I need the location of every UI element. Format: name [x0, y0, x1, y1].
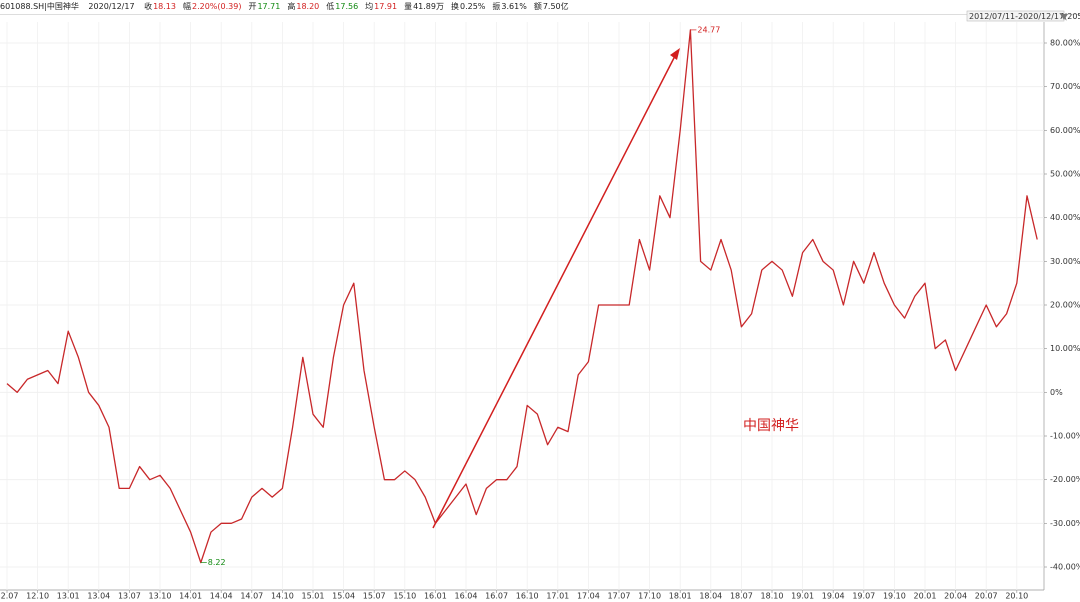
- quote-date: 2020/12/17: [88, 2, 135, 11]
- x-tick-label: 18.07: [730, 592, 753, 601]
- x-tick-label: 12.07: [0, 592, 18, 601]
- y-tick-label: -10.00%: [1050, 432, 1080, 441]
- x-tick-label: 14.04: [210, 592, 233, 601]
- x-tick-label: 17.10: [638, 592, 661, 601]
- quote-value: 2.20%(0.39): [191, 2, 242, 11]
- range-dropdown[interactable]: [1060, 14, 1068, 20]
- quote-value: 7.50亿: [542, 2, 569, 11]
- x-tick-label: 15.01: [302, 592, 325, 601]
- y-tick-label: -40.00%: [1050, 563, 1080, 572]
- x-tick-label: 14.10: [271, 592, 294, 601]
- x-tick-label: 18.01: [669, 592, 692, 601]
- annotation: 中国神华: [743, 418, 799, 434]
- x-tick-label: 20.01: [914, 592, 937, 601]
- y-tick-label: -30.00%: [1050, 519, 1080, 528]
- quote-header: 601088.SH|中国神华 2020/12/17 收18.13 幅2.20%(0…: [0, 0, 1080, 15]
- x-tick-label: 16.04: [455, 592, 478, 601]
- x-tick-label: 20.07: [975, 592, 998, 601]
- x-tick-label: 15.04: [332, 592, 355, 601]
- x-tick-label: 12.10: [26, 592, 49, 601]
- quote-label: 换: [450, 2, 459, 11]
- quote-label: 振: [492, 2, 501, 11]
- quote-label: 收: [144, 2, 153, 11]
- x-tick-label: 15.07: [363, 592, 386, 601]
- trend-arrow: [432, 53, 677, 529]
- quote-label: 额: [533, 2, 542, 11]
- range-text: 2012/07/11-2020/12/17(2054日): [969, 12, 1080, 21]
- quote-value: 17.71: [257, 2, 281, 11]
- quote-value: 18.13: [153, 2, 176, 11]
- x-tick-label: 19.01: [791, 592, 814, 601]
- quote-value: 17.91: [374, 2, 398, 11]
- quote-value: 0.25%: [459, 2, 486, 11]
- x-tick-label: 19.10: [883, 592, 906, 601]
- y-tick-label: 50.00%: [1050, 170, 1080, 179]
- max-label: 24.77: [697, 25, 720, 34]
- stock-code: 601088.SH|中国神华: [0, 2, 79, 11]
- x-tick-label: 18.04: [699, 592, 722, 601]
- y-tick-label: 0%: [1050, 388, 1063, 397]
- y-tick-label: 20.00%: [1050, 301, 1080, 310]
- x-tick-label: 19.04: [822, 592, 845, 601]
- quote-items: 收18.13 幅2.20%(0.39) 开17.71 高18.20 低17.56 均17.…: [138, 2, 570, 11]
- x-tick-label: 19.07: [852, 592, 875, 601]
- x-tick-label: 16.01: [424, 592, 447, 601]
- quote-value: 17.56: [335, 2, 359, 11]
- quote-value: 41.89万: [413, 2, 444, 11]
- quote-label: 量: [404, 2, 413, 11]
- quote-value: 3.61%: [501, 2, 527, 11]
- x-tick-label: 15.10: [393, 592, 416, 601]
- quote-label: 高: [287, 2, 296, 11]
- x-tick-label: 20.10: [1005, 592, 1028, 601]
- arrow-head: [670, 48, 680, 60]
- quote-label: 幅: [182, 2, 191, 11]
- x-tick-label: 16.07: [485, 592, 508, 601]
- x-tick-label: 18.10: [761, 592, 784, 601]
- quote-label: 开: [248, 2, 257, 11]
- x-tick-label: 17.07: [608, 592, 631, 601]
- x-tick-label: 13.07: [118, 592, 141, 601]
- x-tick-label: 17.01: [546, 592, 569, 601]
- y-tick-label: -20.00%: [1050, 475, 1080, 484]
- y-tick-label: 80.00%: [1050, 39, 1080, 48]
- x-tick-label: 13.04: [87, 592, 110, 601]
- quote-value: 18.20: [296, 2, 320, 11]
- y-tick-label: 70.00%: [1050, 82, 1080, 91]
- x-tick-label: 16.10: [516, 592, 539, 601]
- price-line: [6, 29, 1038, 564]
- min-label: 8.22: [208, 558, 226, 567]
- x-tick-label: 17.04: [577, 592, 600, 601]
- y-tick-label: 30.00%: [1050, 257, 1080, 266]
- x-tick-label: 13.01: [57, 592, 80, 601]
- x-tick-label: 13.10: [149, 592, 172, 601]
- x-tick-label: 14.01: [179, 592, 202, 601]
- quote-label: 低: [326, 2, 335, 11]
- y-tick-label: 40.00%: [1050, 213, 1080, 222]
- x-tick-label: 20.04: [944, 592, 967, 601]
- y-tick-label: 10.00%: [1050, 344, 1080, 353]
- y-tick-label: 60.00%: [1050, 126, 1080, 135]
- x-tick-label: 14.07: [240, 592, 263, 601]
- quote-label: 均: [365, 2, 374, 11]
